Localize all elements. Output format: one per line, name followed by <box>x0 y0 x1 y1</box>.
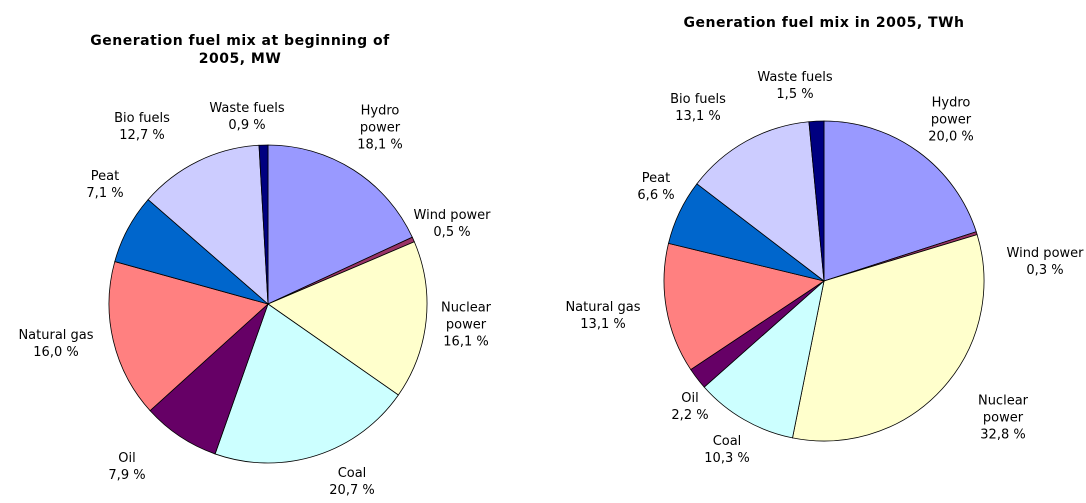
slice-label: Natural gas 13,1 % <box>565 299 640 333</box>
slice-label: Coal 10,3 % <box>704 433 749 467</box>
category-label: Natural gas <box>565 300 641 315</box>
pie-slice <box>147 144 269 305</box>
slice-label: Hydro power 18,1 % <box>350 103 410 154</box>
slice-label: Oil 2,2 % <box>671 390 708 424</box>
slice-label: Peat 7,1 % <box>86 168 123 202</box>
slice-label: Waste fuels 1,5 % <box>757 69 832 103</box>
slice-label: Bio fuels 12,7 % <box>114 110 170 144</box>
category-label: Waste fuels <box>209 101 285 116</box>
pie-slice <box>267 144 413 305</box>
pie-slice <box>108 261 269 412</box>
category-label: Wind power <box>1006 246 1084 261</box>
category-label: Nuclear power <box>977 393 1029 426</box>
slice-label: Natural gas 16,0 % <box>18 327 93 361</box>
category-label: Bio fuels <box>114 111 170 126</box>
value-label: 0,5 % <box>433 225 471 240</box>
value-label: 13,1 % <box>580 317 626 332</box>
category-label: Peat <box>90 169 120 184</box>
slice-label: Wind power 0,5 % <box>414 207 491 241</box>
slice-label: Wind power 0,3 % <box>1007 245 1084 279</box>
category-label: Natural gas <box>18 328 94 343</box>
value-label: 12,7 % <box>119 128 165 143</box>
pie-slice <box>258 144 269 305</box>
pie-slice <box>267 241 428 396</box>
pie-slice <box>823 120 977 282</box>
category-label: Oil <box>118 451 136 466</box>
slice-label: Hydro power 20,0 % <box>921 95 981 146</box>
chart-title: Generation fuel mix at beginning of 2005… <box>90 33 390 67</box>
value-label: 20,7 % <box>329 483 375 498</box>
value-label: 16,0 % <box>33 345 79 360</box>
pie-slice <box>792 234 985 442</box>
value-label: 16,1 % <box>443 334 489 350</box>
value-label: 6,6 % <box>637 188 675 203</box>
category-label: Wind power <box>413 208 491 223</box>
category-label: Coal <box>712 434 742 449</box>
value-label: 1,5 % <box>776 87 814 102</box>
category-label: Bio fuels <box>670 92 726 107</box>
value-label: 0,3 % <box>1026 263 1064 278</box>
pie-slice <box>663 242 825 371</box>
value-label: 2,2 % <box>671 408 709 423</box>
slice-label: Nuclear power 32,8 % <box>973 393 1033 444</box>
pie-slice <box>703 279 825 439</box>
chart-title: Generation fuel mix in 2005, TWh <box>683 15 965 31</box>
value-label: 32,8 % <box>980 427 1026 443</box>
category-label: Hydro power <box>930 95 972 128</box>
value-label: 18,1 % <box>357 137 403 153</box>
slice-label: Peat 6,6 % <box>637 170 674 204</box>
category-label: Coal <box>337 466 367 481</box>
slice-label: Oil 7,9 % <box>108 450 145 484</box>
slice-label: Waste fuels 0,9 % <box>209 100 284 134</box>
pie-slice <box>696 121 825 282</box>
category-label: Hydro power <box>359 103 401 136</box>
value-label: 20,0 % <box>928 129 974 145</box>
slice-label: Bio fuels 13,1 % <box>670 91 726 125</box>
category-label: Peat <box>641 171 671 186</box>
value-label: 13,1 % <box>675 109 721 124</box>
category-label: Nuclear power <box>440 300 492 333</box>
value-label: 7,1 % <box>86 186 124 201</box>
pie-slice <box>808 120 825 282</box>
value-label: 10,3 % <box>704 451 750 466</box>
slice-label: Nuclear power 16,1 % <box>436 300 496 351</box>
category-label: Waste fuels <box>757 70 833 85</box>
value-label: 0,9 % <box>228 118 266 133</box>
value-label: 7,9 % <box>108 468 146 483</box>
category-label: Oil <box>681 391 699 406</box>
pie-slice <box>214 303 399 464</box>
slice-label: Coal 20,7 % <box>329 465 374 499</box>
